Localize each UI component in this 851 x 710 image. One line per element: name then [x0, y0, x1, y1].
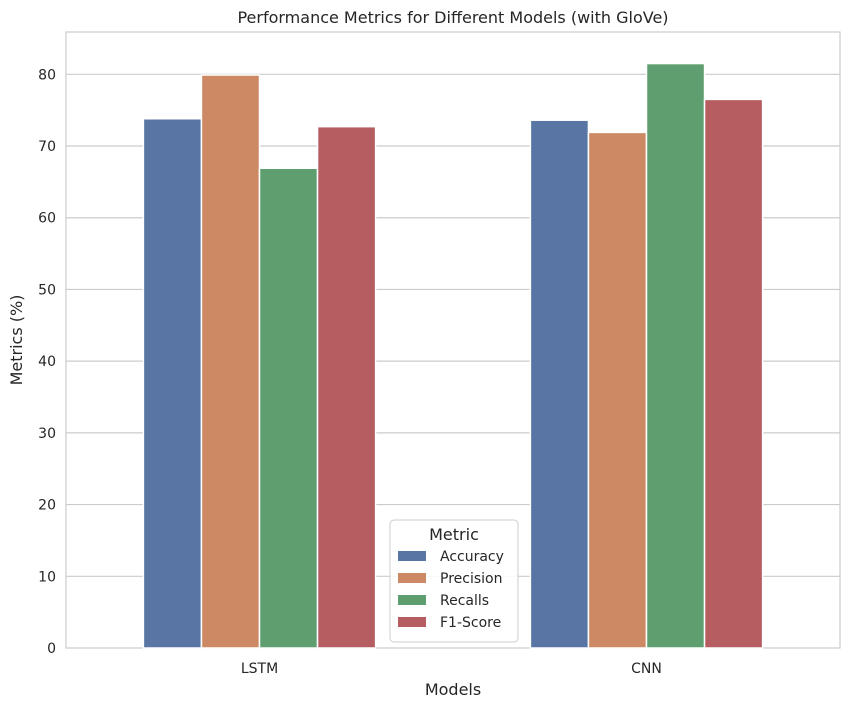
bar-accuracy-cnn [529, 119, 590, 649]
bar-accuracy-lstm [142, 118, 203, 649]
legend-swatch [398, 551, 426, 561]
y-axis-label: Metrics (%) [7, 295, 26, 386]
bar-recalls-cnn [645, 62, 706, 649]
legend-title: Metric [429, 525, 479, 544]
legend-label: Recalls [440, 593, 489, 609]
plot-area: 0 10 20 30 40 50 60 70 80 LSTM CNN [38, 31, 841, 677]
x-axis-label: Models [425, 680, 481, 699]
x-tick-label: CNN [631, 661, 662, 677]
bars-group [142, 62, 764, 649]
legend-label: Precision [440, 571, 502, 587]
y-tick-label: 80 [38, 67, 56, 83]
legend-swatch [398, 595, 426, 605]
x-tick-label: LSTM [241, 661, 278, 677]
legend-swatch [398, 617, 426, 627]
y-tick-label: 70 [38, 139, 56, 155]
y-tick-label: 50 [38, 282, 56, 298]
chart-title: Performance Metrics for Different Models… [237, 8, 668, 27]
bar-f1-score-lstm [316, 125, 377, 649]
legend-box [389, 519, 519, 643]
y-tick-label: 40 [38, 354, 56, 370]
y-tick-labels: 0 10 20 30 40 50 60 70 80 [38, 67, 56, 657]
bar-precision-cnn [587, 131, 648, 649]
legend: Metric Accuracy Precision Recalls F1-Score [389, 519, 519, 643]
bar-precision-lstm [200, 74, 261, 649]
legend-label: F1-Score [440, 615, 501, 631]
y-tick-label: 30 [38, 426, 56, 442]
y-tick-label: 0 [47, 641, 56, 657]
legend-swatch [398, 573, 426, 583]
bar-f1-score-cnn [703, 98, 764, 649]
bar-recalls-lstm [258, 167, 319, 649]
legend-label: Accuracy [440, 549, 504, 565]
legend-items: Accuracy Precision Recalls F1-Score [398, 549, 504, 631]
x-tick-labels: LSTM CNN [241, 661, 662, 677]
y-tick-label: 10 [38, 569, 56, 585]
y-tick-label: 20 [38, 498, 56, 514]
y-tick-label: 60 [38, 211, 56, 227]
